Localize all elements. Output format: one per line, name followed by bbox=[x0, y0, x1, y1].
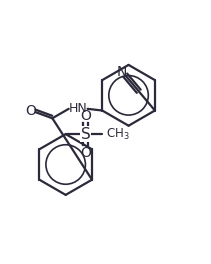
Text: S: S bbox=[81, 127, 91, 142]
Text: HN: HN bbox=[69, 102, 88, 115]
Text: O: O bbox=[80, 109, 91, 123]
Text: O: O bbox=[26, 104, 37, 118]
Text: O: O bbox=[80, 145, 91, 159]
Text: CH$_3$: CH$_3$ bbox=[106, 126, 129, 142]
Text: N: N bbox=[117, 65, 127, 79]
